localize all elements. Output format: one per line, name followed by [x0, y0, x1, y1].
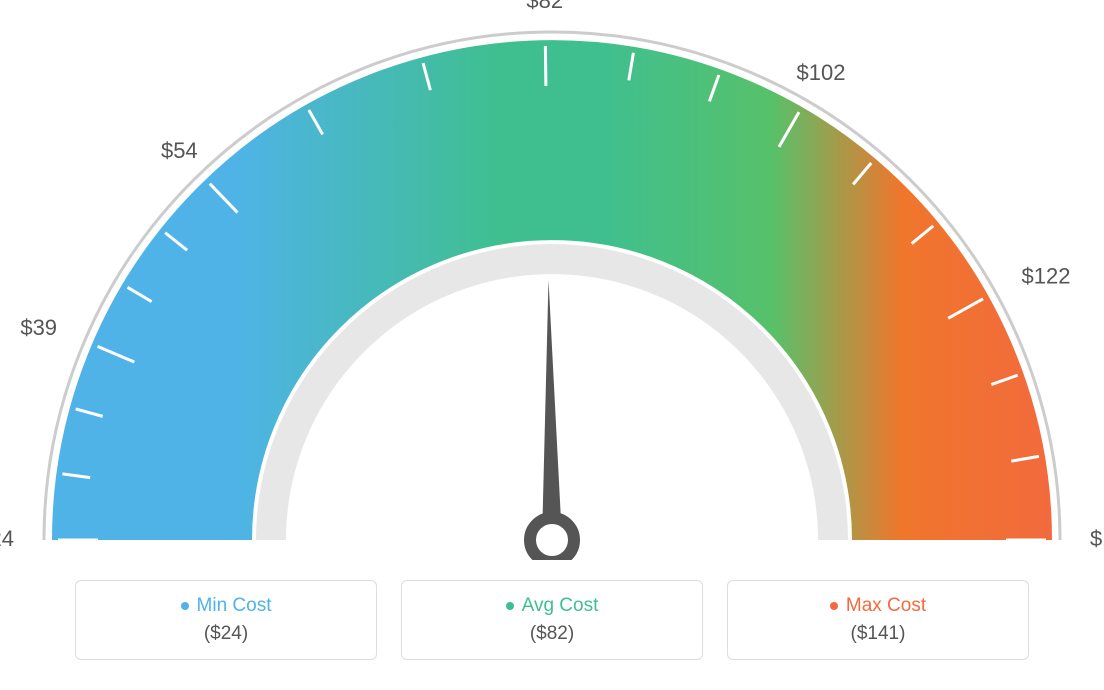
legend-value-avg: ($82) [530, 623, 574, 645]
gauge-needle-hub [530, 518, 574, 560]
legend-dot-max [830, 602, 838, 610]
legend-label-max: Max Cost [846, 595, 926, 617]
legend-label-min: Min Cost [197, 595, 272, 617]
gauge-tick-label: $24 [0, 526, 14, 551]
gauge-tick-label: $39 [20, 315, 57, 340]
legend-value-min: ($24) [204, 623, 248, 645]
legend-row: Min Cost ($24) Avg Cost ($82) Max Cost (… [0, 580, 1104, 660]
gauge-tick-label: $102 [797, 60, 846, 85]
legend-card-min: Min Cost ($24) [75, 580, 377, 660]
legend-card-max: Max Cost ($141) [727, 580, 1029, 660]
gauge-tick-label: $122 [1021, 263, 1070, 288]
gauge-tick-label: $141 [1090, 526, 1104, 551]
legend-dot-min [181, 602, 189, 610]
gauge-tick-label: $54 [161, 138, 198, 163]
gauge-tick-label: $82 [526, 0, 563, 13]
cost-gauge: $24 $39 $54 $82 $102 $122 $141 [0, 0, 1104, 560]
legend-label-avg: Avg Cost [522, 595, 599, 617]
gauge-tick-major [545, 46, 546, 86]
gauge-needle [542, 280, 562, 540]
legend-dot-avg [506, 602, 514, 610]
legend-value-max: ($141) [851, 623, 906, 645]
legend-card-avg: Avg Cost ($82) [401, 580, 703, 660]
